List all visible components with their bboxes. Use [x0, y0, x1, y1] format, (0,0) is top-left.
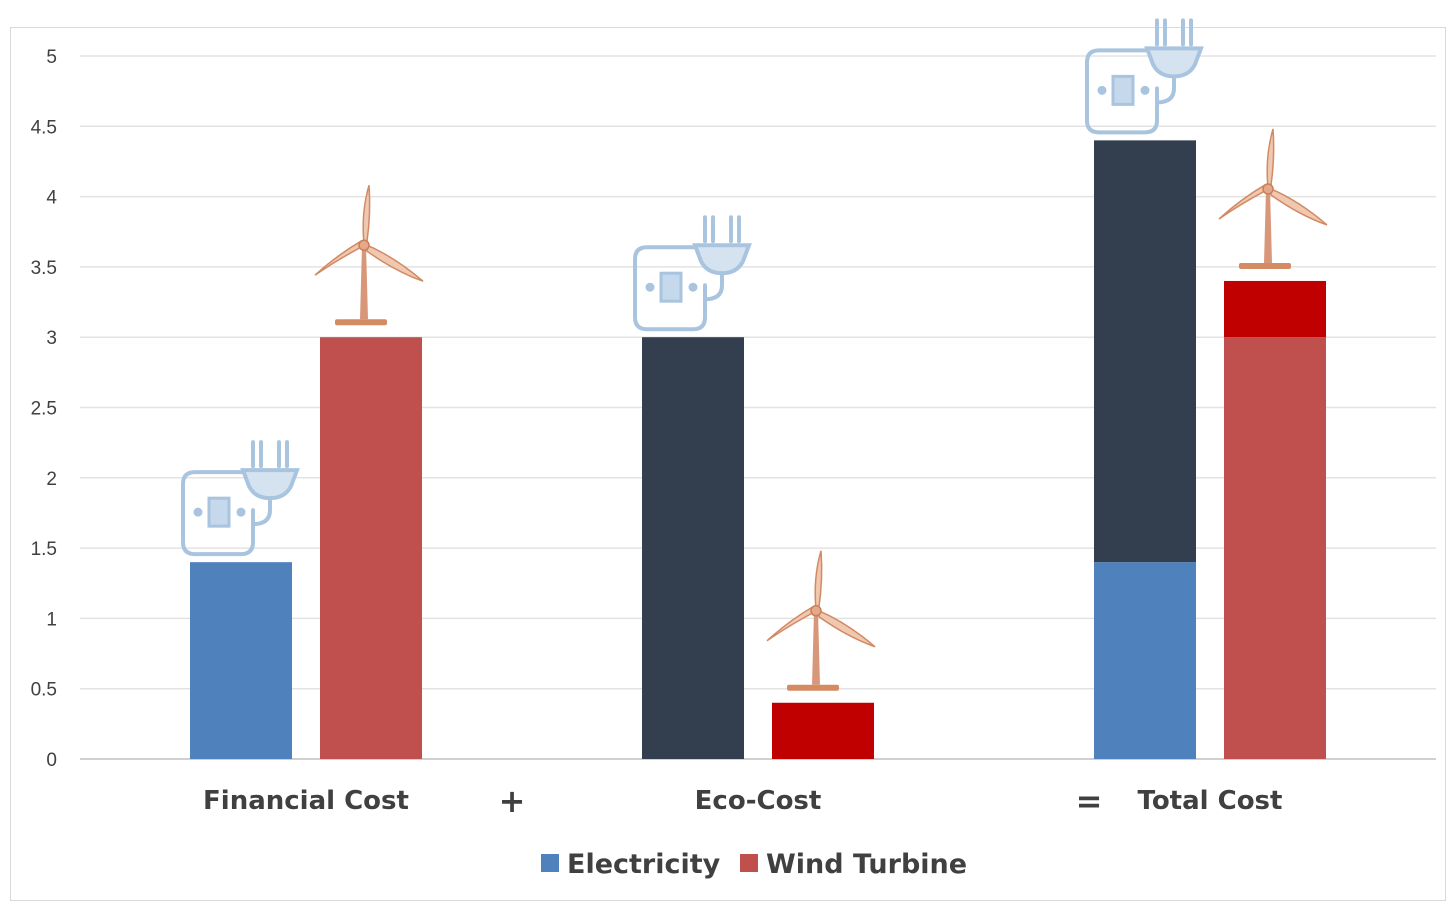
y-tick-label: 3: [46, 328, 57, 349]
plug-prongs: [703, 215, 741, 244]
plug-prongs: [251, 440, 289, 469]
electricity-bar: [190, 562, 292, 759]
y-tick-label: 0: [46, 750, 57, 771]
turbine-blade: [814, 550, 823, 611]
turbine-blade: [366, 244, 424, 282]
turbine-blade: [1270, 187, 1328, 226]
electricity-bar: [1094, 562, 1196, 759]
wind-turbine-icon: [314, 184, 424, 326]
socket-outline: [181, 470, 255, 557]
turbine-base: [335, 319, 387, 326]
socket-dot: [1140, 85, 1150, 95]
legend-swatch: [740, 854, 758, 872]
turbine-blade: [362, 184, 371, 245]
wind-turbine-bar: [320, 337, 422, 759]
socket-face: [1111, 74, 1135, 106]
legend-swatch: [541, 854, 559, 872]
legend-label: Electricity: [567, 849, 721, 880]
plug-cord: [251, 496, 272, 527]
equals-operator: =: [1076, 782, 1103, 820]
plug-head: [240, 468, 300, 501]
turbine-blade: [1266, 128, 1275, 189]
plug-head: [1144, 46, 1204, 79]
plug-socket-icon: [1085, 18, 1204, 135]
category-label: Financial Cost: [203, 786, 409, 816]
turbine-base: [787, 684, 839, 691]
socket-face: [659, 271, 683, 303]
y-tick-label: 2.5: [31, 399, 57, 420]
y-tick-label: 5: [46, 47, 57, 68]
y-tick-label: 4.5: [31, 117, 57, 138]
wind-turbine-bar: [1224, 280, 1326, 338]
legend-label: Wind Turbine: [766, 849, 967, 880]
plug-socket-icon: [181, 440, 300, 557]
turbine-hub: [810, 605, 822, 617]
category-label: Total Cost: [1138, 786, 1283, 816]
y-tick-label: 1.5: [31, 539, 57, 560]
category-label: Eco-Cost: [695, 786, 822, 816]
plug-cord: [703, 271, 724, 302]
plus-operator: +: [499, 782, 526, 820]
y-tick-label: 3.5: [31, 258, 57, 279]
y-tick-label: 0.5: [31, 680, 57, 701]
socket-face: [207, 496, 231, 528]
turbine-tower: [1264, 188, 1272, 263]
socket-outline: [1085, 48, 1159, 135]
socket-outline: [633, 245, 707, 332]
turbine-blade: [818, 609, 876, 648]
electricity-bar: [1094, 140, 1196, 563]
turbine-tower: [360, 245, 368, 320]
y-tick-label: 1: [46, 609, 57, 630]
turbine-tower: [812, 610, 820, 685]
plug-socket-icon: [633, 215, 752, 332]
plug-cord: [1155, 74, 1176, 105]
turbine-hub: [358, 239, 370, 251]
y-tick-label: 2: [46, 469, 57, 490]
turbine-blade: [766, 605, 814, 642]
turbine-hub: [1262, 183, 1274, 195]
wind-turbine-bar: [1224, 337, 1326, 759]
y-tick-label: 4: [46, 188, 57, 209]
socket-dot: [645, 282, 655, 292]
socket-dot: [688, 282, 698, 292]
wind-turbine-bar: [772, 702, 874, 759]
wind-turbine-icon: [766, 550, 876, 691]
electricity-bar: [642, 337, 744, 759]
turbine-base: [1239, 262, 1291, 269]
turbine-blade: [314, 239, 362, 276]
socket-dot: [236, 507, 246, 517]
socket-dot: [1097, 85, 1107, 95]
plug-head: [692, 243, 752, 276]
plug-prongs: [1155, 18, 1193, 47]
socket-dot: [193, 507, 203, 517]
turbine-blade: [1218, 183, 1266, 220]
wind-turbine-icon: [1218, 128, 1328, 269]
